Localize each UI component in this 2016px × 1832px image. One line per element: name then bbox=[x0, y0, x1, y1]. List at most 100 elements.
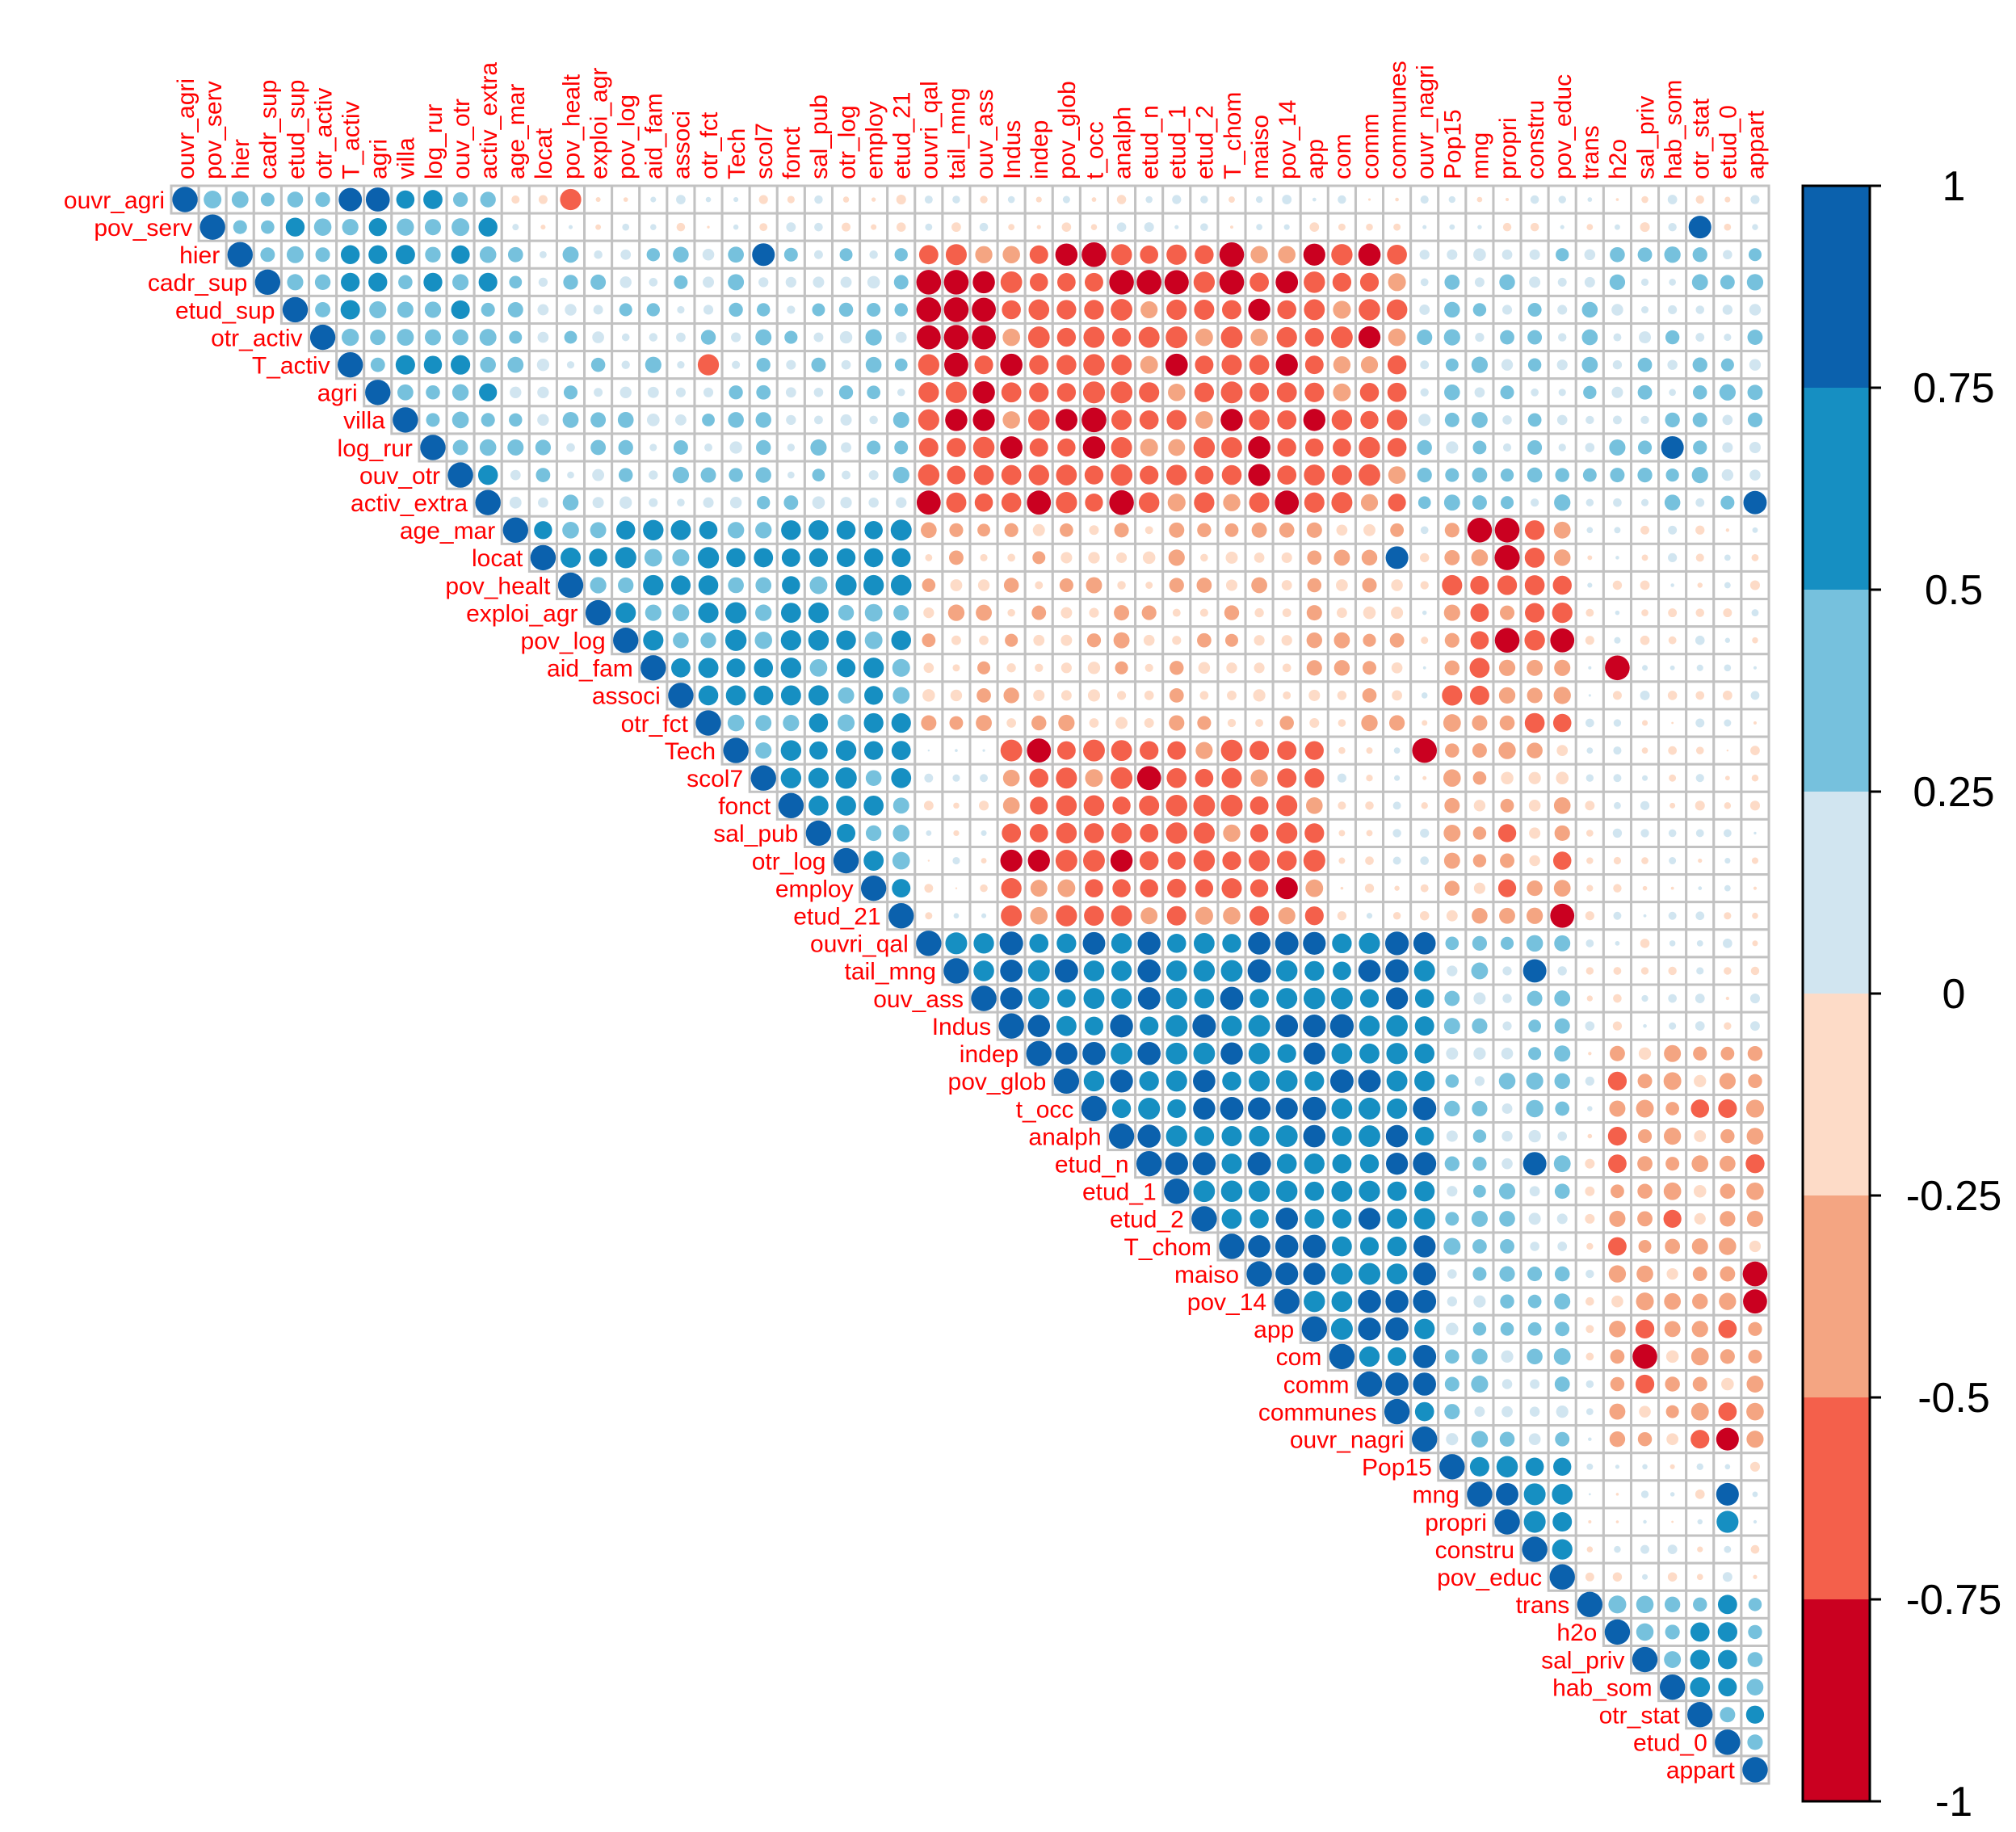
corr-mark-etud_21-appart bbox=[1752, 912, 1758, 919]
corr-mark-age_mar-sal_pub bbox=[808, 519, 829, 540]
corr-mark-T_activ-tail_mng bbox=[944, 352, 968, 377]
corr-mark-tail_mng-trans bbox=[1586, 967, 1594, 975]
corr-mark-Tech-comm bbox=[1366, 747, 1373, 754]
corr-mark-exploi_agr-constru bbox=[1525, 603, 1545, 623]
corr-mark-agri-Indus bbox=[1001, 382, 1022, 403]
corr-mark-pov_serv-pov_serv bbox=[200, 214, 225, 240]
row-label-pov_serv: pov_serv bbox=[94, 215, 192, 242]
corr-mark-hab_som-appart bbox=[1746, 1679, 1764, 1695]
corr-mark-aid_fam-ouvr_nagri bbox=[1422, 666, 1426, 670]
corr-mark-locat-etud_1 bbox=[1168, 549, 1185, 566]
corr-mark-villa-otr_stat bbox=[1692, 412, 1707, 427]
corr-mark-pov_healt-etud_21 bbox=[890, 574, 912, 596]
corr-mark-Indus-ouvr_nagri bbox=[1414, 1016, 1434, 1036]
corr-mark-T_activ-ouvr_nagri bbox=[1420, 360, 1430, 370]
corr-mark-ouvr_agri-age_mar bbox=[511, 195, 520, 204]
corr-mark-etud_n-maiso bbox=[1247, 1152, 1271, 1176]
corr-mark-t_occ-constru bbox=[1526, 1099, 1544, 1118]
corr-mark-Pop15-Pop15 bbox=[1439, 1454, 1465, 1480]
row-label-exploi_agr: exploi_agr bbox=[466, 600, 578, 627]
corr-mark-ouv_otr-ouv_ass bbox=[973, 464, 994, 485]
corr-mark-ouv_otr-pov_healt bbox=[567, 471, 574, 479]
corr-mark-hier-indep bbox=[1029, 245, 1048, 264]
corr-mark-sal_pub-employ bbox=[865, 825, 882, 842]
corr-mark-scol7-fonct bbox=[780, 767, 802, 788]
row-label-ouvr_agri: ouvr_agri bbox=[64, 187, 165, 214]
corr-mark-agri-log_rur bbox=[426, 384, 440, 400]
corr-mark-ouvri_qal-otr_stat bbox=[1696, 939, 1703, 947]
corr-mark-associ-pov_educ bbox=[1553, 687, 1571, 704]
corr-mark-etud_21-Pop15 bbox=[1446, 910, 1458, 922]
corr-mark-associ-analph bbox=[1116, 691, 1127, 700]
corr-mark-ouv_ass-trans bbox=[1586, 995, 1593, 1002]
corr-mark-pov_healt-ouv_ass bbox=[977, 579, 990, 591]
corr-mark-pov_glob-pov_glob bbox=[1053, 1068, 1080, 1095]
corr-mark-Tech-ouv_ass bbox=[982, 749, 985, 752]
corr-mark-etud_21-etud_n bbox=[1140, 907, 1158, 925]
corr-mark-activ_extra-activ_extra bbox=[475, 490, 501, 515]
corr-mark-cadr_sup-propri bbox=[1499, 274, 1515, 291]
corr-mark-pov_log-scol7 bbox=[754, 631, 772, 649]
corr-mark-ouvri_qal-hab_som bbox=[1669, 940, 1676, 947]
corr-mark-activ_extra-maiso bbox=[1249, 492, 1270, 513]
corr-mark-hier-exploi_agr bbox=[594, 250, 603, 259]
corr-mark-pov_healt-com bbox=[1336, 579, 1348, 591]
corr-mark-cadr_sup-indep bbox=[1029, 273, 1048, 292]
row-label-villa: villa bbox=[343, 408, 385, 435]
corr-mark-ouv_ass-indep bbox=[1028, 987, 1050, 1010]
corr-mark-scol7-indep bbox=[1029, 768, 1049, 788]
corr-mark-pov_serv-otr_fct bbox=[707, 225, 710, 229]
corr-mark-ouvr_agri-pov_serv bbox=[204, 191, 222, 209]
corr-mark-otr_fct-ouvri_qal bbox=[921, 715, 937, 731]
corr-mark-cadr_sup-etud_1 bbox=[1164, 270, 1189, 295]
corr-mark-aid_fam-communes bbox=[1391, 662, 1403, 674]
corr-mark-log_rur-sal_pub bbox=[810, 439, 827, 456]
corr-mark-etud_21-etud_2 bbox=[1195, 906, 1213, 925]
corr-mark-hab_som-hab_som bbox=[1659, 1674, 1686, 1700]
corr-mark-otr_log-propri bbox=[1500, 853, 1514, 868]
corr-mark-etud_sup-fonct bbox=[787, 305, 796, 314]
grid-cell bbox=[859, 515, 889, 545]
corr-mark-otr_log-ouv_ass bbox=[981, 858, 987, 863]
corr-mark-scol7-scol7 bbox=[750, 765, 776, 791]
corr-mark-aid_fam-ouvri_qal bbox=[923, 662, 934, 674]
row-label-associ: associ bbox=[592, 683, 661, 710]
corr-mark-sal_pub-otr_stat bbox=[1695, 829, 1704, 838]
corr-mark-hier-locat bbox=[539, 250, 547, 258]
corr-mark-ouvr_agri-constru bbox=[1530, 195, 1539, 204]
corr-mark-Tech-employ bbox=[863, 741, 884, 760]
grid-cell bbox=[1740, 212, 1770, 242]
corr-mark-etud_1-Pop15 bbox=[1447, 1186, 1458, 1197]
corr-mark-otr_activ-pov_educ bbox=[1558, 333, 1567, 342]
corr-mark-scol7-etud_21 bbox=[891, 767, 912, 788]
corr-mark-activ_extra-app bbox=[1304, 492, 1325, 513]
corr-mark-agri-ouv_otr bbox=[452, 384, 469, 401]
corr-mark-Indus-etud_0 bbox=[1724, 1022, 1732, 1030]
corr-mark-ouvr_agri-sal_pub bbox=[814, 195, 823, 204]
corr-mark-analph-Pop15 bbox=[1446, 1130, 1458, 1142]
corr-mark-T_activ-etud_0 bbox=[1720, 358, 1734, 372]
corr-mark-indep-h2o bbox=[1609, 1045, 1625, 1061]
corr-mark-agri-etud_2 bbox=[1194, 382, 1215, 402]
corr-mark-mng-pov_educ bbox=[1552, 1484, 1573, 1505]
row-label-aid_fam: aid_fam bbox=[547, 656, 633, 683]
corr-mark-etud_n-mng bbox=[1472, 1156, 1487, 1171]
corr-mark-log_rur-analph bbox=[1111, 436, 1132, 458]
corr-mark-otr_activ-pov_14 bbox=[1276, 326, 1297, 348]
corr-mark-ouvr_agri-fonct bbox=[787, 195, 795, 204]
corr-mark-employ-etud_2 bbox=[1195, 879, 1214, 897]
corr-mark-etud_21-communes bbox=[1392, 912, 1401, 920]
corr-mark-villa-mng bbox=[1471, 411, 1488, 428]
corr-mark-hier-ouvr_nagri bbox=[1419, 250, 1430, 260]
grid-cell bbox=[1107, 708, 1137, 738]
corr-mark-locat-exploi_agr bbox=[589, 548, 607, 567]
corr-mark-T_chom-trans bbox=[1586, 1242, 1594, 1250]
corr-mark-T_chom-propri bbox=[1500, 1239, 1514, 1254]
corr-mark-exploi_agr-communes bbox=[1391, 607, 1404, 620]
corr-mark-locat-pov_healt bbox=[561, 547, 581, 568]
corr-mark-etud_sup-locat bbox=[537, 304, 549, 316]
corr-mark-pov_14-app bbox=[1304, 1290, 1325, 1313]
corr-mark-otr_log-communes bbox=[1392, 856, 1401, 865]
corr-mark-scol7-propri bbox=[1501, 771, 1514, 785]
corr-mark-associ-comm bbox=[1362, 688, 1377, 703]
